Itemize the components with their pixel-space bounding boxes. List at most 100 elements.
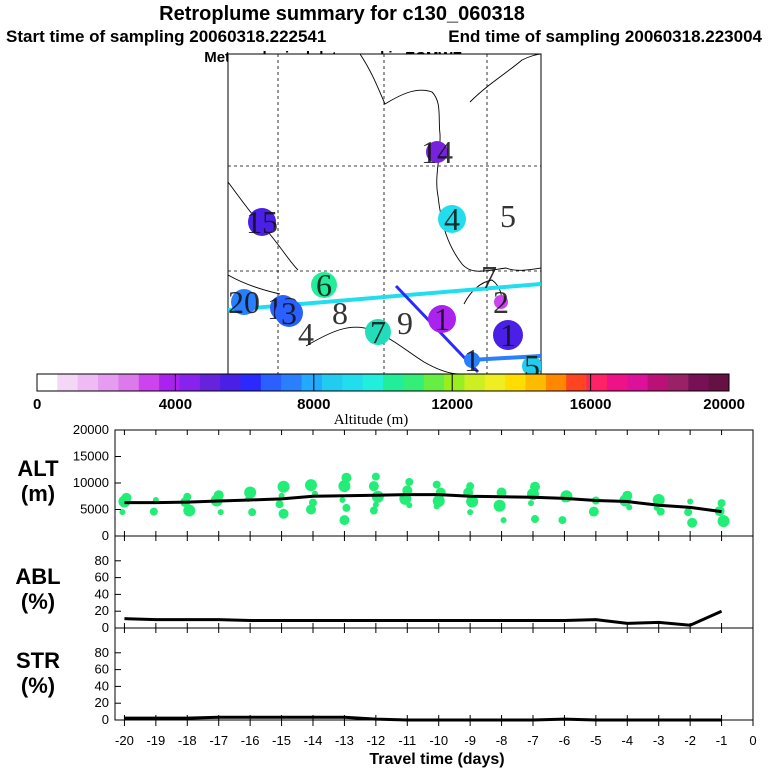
map-marker-dot bbox=[464, 352, 480, 368]
x-tick-label: -2 bbox=[684, 733, 696, 748]
colorbar-cell bbox=[464, 374, 486, 391]
colorbar-cell bbox=[138, 374, 160, 391]
alt-plume-dot bbox=[560, 490, 573, 503]
alt-plume-dot bbox=[558, 516, 567, 525]
x-tick-label: -14 bbox=[304, 733, 323, 748]
map-marker-dot bbox=[275, 299, 303, 327]
colorbar-cell bbox=[57, 374, 79, 391]
abl-panel-frame bbox=[114, 535, 754, 629]
alt-plume-dot bbox=[432, 495, 445, 508]
colorbar-cell bbox=[647, 374, 669, 391]
x-tick-label: -18 bbox=[178, 733, 197, 748]
x-tick-label: -10 bbox=[429, 733, 448, 748]
alt-plume-dot bbox=[684, 508, 693, 517]
map-marker-dot bbox=[522, 356, 541, 374]
alt-plume-dot bbox=[339, 515, 350, 526]
colorbar-cell bbox=[525, 374, 547, 391]
alt-panel-label: ALT bbox=[17, 456, 59, 481]
alt-plume-dot bbox=[213, 490, 224, 501]
alt-plume-dot bbox=[306, 504, 316, 515]
abl-y-tick-label: 80 bbox=[95, 553, 109, 568]
alt-plume-dot bbox=[588, 506, 599, 517]
colorbar-tick-label: 8000 bbox=[297, 396, 330, 413]
alt-plume-dot bbox=[309, 498, 317, 507]
abl-y-tick-label: 60 bbox=[95, 570, 109, 585]
x-tick-label: -8 bbox=[496, 733, 508, 748]
map-marker-label: 5 bbox=[500, 198, 516, 234]
colorbar-cell bbox=[403, 374, 425, 391]
map-marker-dot bbox=[494, 295, 508, 309]
colorbar-cell bbox=[220, 374, 242, 391]
alt-plume-dot bbox=[622, 490, 633, 501]
alt-mean-series bbox=[124, 493, 722, 514]
retroplume-map: 1415456201283479117215 bbox=[227, 53, 542, 378]
end-time-label: End time of sampling 20060318.223004 bbox=[448, 27, 762, 46]
colorbar-tick-label: 20000 bbox=[703, 396, 745, 413]
abl-series bbox=[124, 609, 723, 627]
colorbar-cell bbox=[98, 374, 119, 391]
colorbar-cell bbox=[505, 374, 526, 391]
alt-plume-dot bbox=[717, 499, 726, 508]
colorbar-cell bbox=[301, 374, 323, 391]
map-marker-dot bbox=[248, 208, 276, 236]
colorbar-cell bbox=[118, 374, 140, 391]
colorbar-cell bbox=[688, 374, 710, 391]
alt-plume-dot bbox=[493, 499, 506, 512]
alt-plume-dot bbox=[183, 504, 196, 517]
x-tick-label: -3 bbox=[653, 733, 665, 748]
colorbar-cell bbox=[444, 374, 465, 391]
colorbar-cell bbox=[199, 374, 221, 391]
map-marker-label: 4 bbox=[444, 201, 460, 237]
str-y-tick-label: 60 bbox=[95, 662, 109, 677]
colorbar-cell bbox=[383, 374, 404, 391]
alt-plume-dot bbox=[432, 480, 441, 489]
alt-plume-dot bbox=[530, 481, 540, 492]
altitude-colorbar: 0 4000 8000 12000 16000 20000 Altitude (m) bbox=[33, 373, 745, 428]
str-panel-unit: (%) bbox=[21, 673, 55, 698]
abl-line bbox=[124, 609, 723, 627]
alt-y-ticks: 20000 15000 10000 5000 0 bbox=[73, 422, 723, 543]
alt-plume-dot bbox=[119, 509, 126, 516]
map-marker-label: 4 bbox=[298, 316, 314, 352]
colorbar-cell bbox=[342, 374, 364, 391]
map-marker-label: 14 bbox=[421, 134, 453, 170]
colorbar-cell bbox=[362, 374, 384, 391]
str-y-tick-label: 0 bbox=[102, 712, 109, 727]
alt-y-tick-label: 5000 bbox=[80, 502, 109, 517]
str-panel-frame bbox=[114, 627, 754, 721]
x-axis-ticks: -20 -19 -18 -17 -16 -15 -14 -13 -12 -11 -10 -9 -8 -7-… bbox=[115, 720, 757, 748]
x-tick-label: -7 bbox=[527, 733, 539, 748]
map-marker-dot bbox=[428, 305, 456, 333]
start-time-label: Start time of sampling 20060318.222541 bbox=[6, 27, 326, 46]
map-marker-label: 1 bbox=[464, 342, 480, 378]
str-y-tick-label: 80 bbox=[95, 645, 109, 660]
alt-plume-dot bbox=[217, 509, 224, 516]
alt-plume-dot bbox=[121, 492, 132, 503]
map-marker-label: 2 bbox=[493, 284, 509, 320]
colorbar-cell bbox=[545, 374, 567, 391]
alt-plume-dot bbox=[466, 495, 479, 508]
colorbar-cell bbox=[77, 374, 99, 391]
alt-plume-dot bbox=[687, 517, 698, 528]
colorbar-cell bbox=[281, 374, 303, 391]
colorbar-tick-label: 4000 bbox=[159, 396, 192, 413]
alt-plume-dot bbox=[277, 480, 290, 493]
colorbar-cell bbox=[566, 374, 588, 391]
colorbar-cells bbox=[37, 374, 730, 391]
x-tick-label: -16 bbox=[241, 733, 260, 748]
alt-plume-dot bbox=[652, 493, 665, 506]
x-tick-label: -19 bbox=[146, 733, 165, 748]
colorbar-cell bbox=[586, 374, 608, 391]
colorbar-cell bbox=[627, 374, 649, 391]
colorbar-cell bbox=[321, 374, 343, 391]
alt-y-tick-label: 10000 bbox=[73, 475, 109, 490]
alt-plume-dot bbox=[248, 508, 257, 517]
alt-plume-dot bbox=[339, 496, 346, 503]
x-tick-label: -9 bbox=[464, 733, 476, 748]
map-marker-label: 8 bbox=[332, 295, 348, 331]
alt-plume-dot bbox=[531, 515, 539, 524]
